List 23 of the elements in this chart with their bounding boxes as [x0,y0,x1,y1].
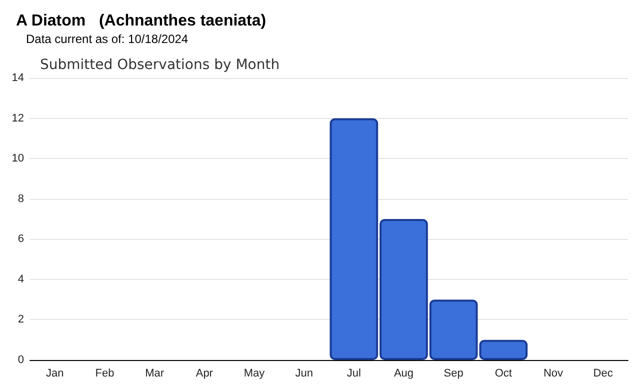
y-tick-label: 2 [18,314,24,326]
chart-subtitle: Data current as of: 10/18/2024 [26,32,188,46]
x-tick-label: May [244,368,266,380]
x-tick-label: Feb [95,368,114,380]
y-tick-label: 8 [18,192,24,205]
x-tick-label: Jan [46,368,64,380]
chart-title: A Diatom (Achnanthes taeniata) [16,12,266,30]
x-tick-label: Oct [494,368,512,380]
x-tick-label: Sep [444,368,464,380]
x-tick-label: Nov [543,368,564,380]
y-tick-label: 0 [18,354,24,366]
text: Submitted Observations by Month [40,57,280,73]
y-tick-label: 14 [12,72,24,84]
x-tick-label: Jun [295,368,313,380]
x-tick-label: Apr [196,368,214,380]
x-tick-label: Jul [346,368,361,380]
x-tick-label: Mar [145,368,164,380]
y-tick-label: 4 [18,273,24,286]
y-tick-label: 12 [12,112,24,124]
y-tick-label: 6 [18,233,24,246]
x-tick-label: Dec [593,368,614,380]
y-tick-label: 10 [12,152,24,165]
x-tick-label: Aug [394,368,414,380]
